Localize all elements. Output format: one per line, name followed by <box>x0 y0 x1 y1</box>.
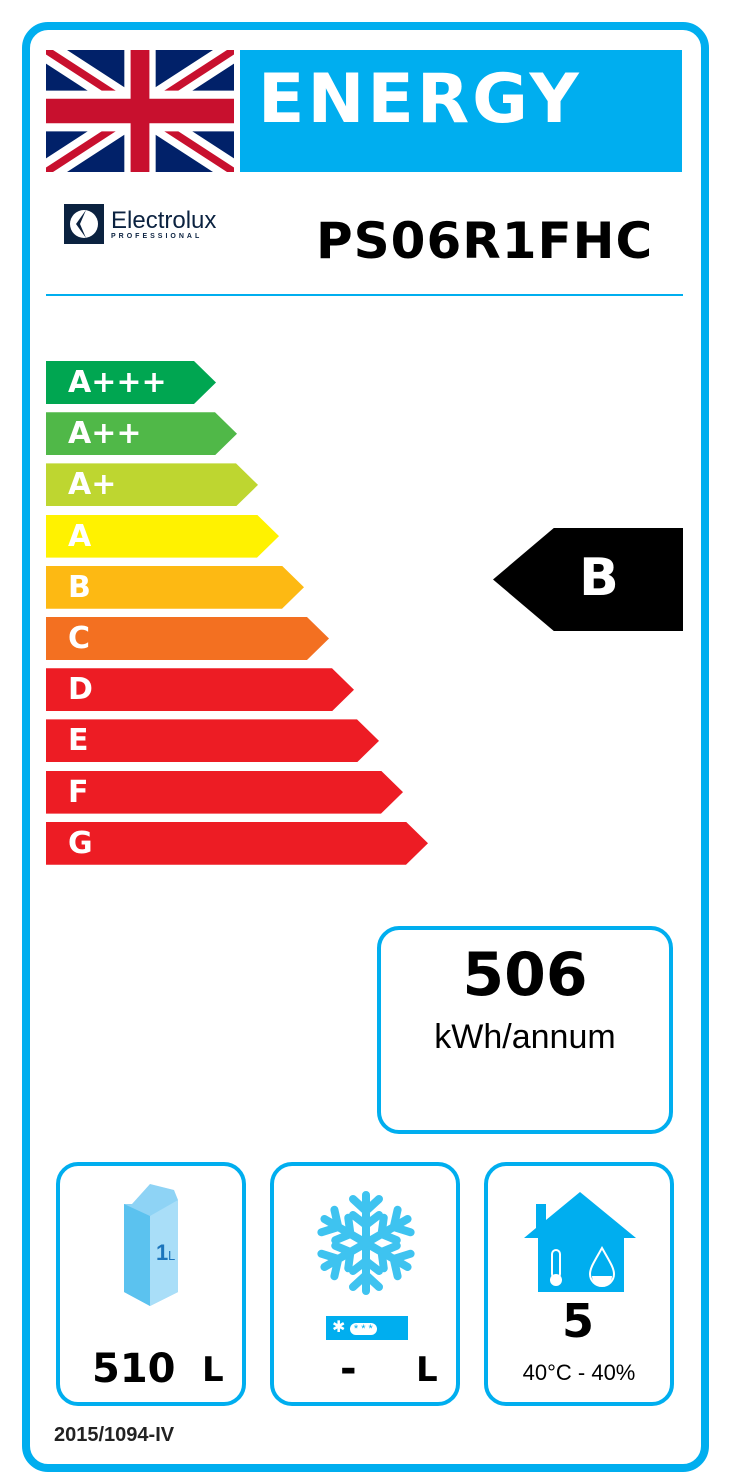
efficiency-class-bar: F <box>46 771 403 814</box>
efficiency-class-bar: E <box>46 719 379 762</box>
efficiency-class-bar: A <box>46 515 279 558</box>
union-jack-flag-icon <box>46 50 234 172</box>
consumption-unit: kWh/annum <box>434 1018 616 1056</box>
freezer-star-rating-icon: ✱ * * * <box>326 1316 408 1340</box>
energy-consumption-box: 506 kWh/annum <box>377 926 673 1134</box>
brand-name: Electrolux <box>111 206 217 234</box>
brand-sub: PROFESSIONAL <box>111 232 203 240</box>
energy-title: ENERGY <box>240 50 682 172</box>
frozen-volume-box: ✱ * * * - L <box>270 1162 460 1406</box>
house-climate-icon <box>524 1192 636 1292</box>
efficiency-class-bar: A+ <box>46 463 258 506</box>
climate-class-value: 5 <box>562 1294 595 1348</box>
electrolux-logo-icon <box>64 204 104 244</box>
svg-text:L: L <box>168 1248 175 1263</box>
efficiency-class-bar: A++ <box>46 412 237 455</box>
climate-conditions: 40°C - 40% <box>522 1360 636 1385</box>
frozen-unit: L <box>416 1350 438 1390</box>
efficiency-class-bar: B <box>46 566 304 609</box>
efficiency-class-bar: G <box>46 822 428 865</box>
brand-logo: Electrolux PROFESSIONAL <box>64 204 216 244</box>
efficiency-class-bar: C <box>46 617 329 660</box>
label-frame <box>22 22 709 1472</box>
regulation-reference: 2015/1094-IV <box>54 1424 175 1446</box>
divider <box>46 294 683 296</box>
consumption-value: 506 <box>462 940 588 1010</box>
climate-class-box: 5 40°C - 40% <box>484 1162 674 1406</box>
frozen-value: - <box>340 1346 357 1392</box>
efficiency-class-bar: A+++ <box>46 361 216 404</box>
chilled-value: 510 <box>92 1346 176 1392</box>
efficiency-class-bar: D <box>46 668 354 711</box>
svg-text:1: 1 <box>156 1240 168 1265</box>
snowflake-icon <box>316 1191 416 1298</box>
model-number: PS06R1FHC <box>316 212 654 270</box>
chilled-unit: L <box>202 1350 224 1390</box>
